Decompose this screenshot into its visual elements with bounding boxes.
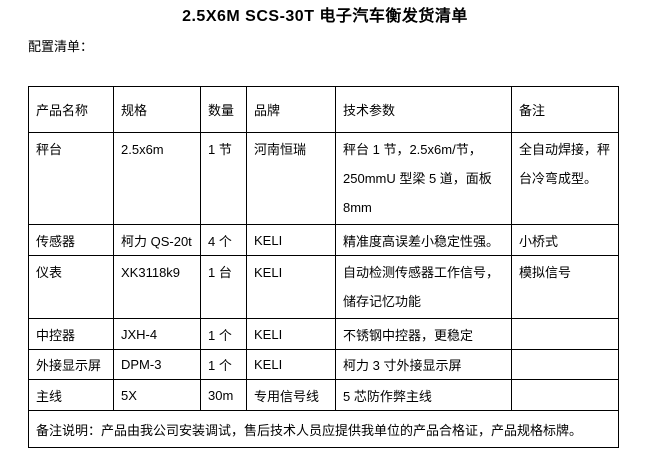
- table-row-sensor: 传感器 柯力 QS-20t 4 个 KELI 精准度高误差小稳定性强。 小桥式: [28, 224, 619, 256]
- cell-spec: 柯力 QS-20t: [113, 224, 201, 256]
- cell-brand: 河南恒瑞: [246, 132, 336, 225]
- table-row-indicator: 仪表 XK3118k9 1 台 KELI 自动检测传感器工作信号，储存记忆功能 …: [28, 255, 619, 319]
- cell-qty: 1 个: [200, 349, 247, 380]
- cell-product-name: 外接显示屏: [28, 349, 114, 380]
- cell-brand: KELI: [246, 349, 336, 380]
- cell-note: 小桥式: [511, 224, 619, 256]
- cell-note: [511, 318, 619, 350]
- header-brand: 品牌: [246, 86, 336, 133]
- page-title: 2.5X6M SCS-30T 电子汽车衡发货清单: [182, 8, 468, 25]
- table-remark-row: 备注说明：产品由我公司安装调试，售后技术人员应提供我单位的产品合格证，产品规格标…: [28, 410, 619, 448]
- cell-brand: KELI: [246, 224, 336, 256]
- cell-spec: DPM-3: [113, 349, 201, 380]
- cell-qty: 4 个: [200, 224, 247, 256]
- cell-params: 自动检测传感器工作信号，储存记忆功能: [335, 255, 512, 319]
- cell-spec: 2.5x6m: [113, 132, 201, 225]
- table-row-platform: 秤台 2.5x6m 1 节 河南恒瑞 秤台 1 节，2.5x6m/节，250mm…: [28, 132, 619, 225]
- table-row-main-cable: 主线 5X 30m 专用信号线 5 芯防作弊主线: [28, 379, 619, 411]
- cell-qty: 1 台: [200, 255, 247, 319]
- cell-params: 柯力 3 寸外接显示屏: [335, 349, 512, 380]
- cell-spec: 5X: [113, 379, 201, 411]
- config-table: 产品名称 规格 数量 品牌 技术参数 备注 秤台 2.5x6m 1 节 河南恒瑞…: [28, 86, 619, 448]
- cell-params: 不锈钢中控器，更稳定: [335, 318, 512, 350]
- table-row-external-display: 外接显示屏 DPM-3 1 个 KELI 柯力 3 寸外接显示屏: [28, 349, 619, 380]
- cell-note: [511, 379, 619, 411]
- cell-note: 全自动焊接，秤台冷弯成型。: [511, 132, 619, 225]
- table-row-controller: 中控器 JXH-4 1 个 KELI 不锈钢中控器，更稳定: [28, 318, 619, 350]
- cell-note: 模拟信号: [511, 255, 619, 319]
- cell-product-name: 传感器: [28, 224, 114, 256]
- cell-brand: 专用信号线: [246, 379, 336, 411]
- cell-product-name: 主线: [28, 379, 114, 411]
- config-list-label: 配置清单：: [28, 39, 94, 54]
- cell-product-name: 中控器: [28, 318, 114, 350]
- header-qty: 数量: [200, 86, 247, 133]
- cell-note: [511, 349, 619, 380]
- cell-product-name: 秤台: [28, 132, 114, 225]
- header-note: 备注: [511, 86, 619, 133]
- cell-qty: 30m: [200, 379, 247, 411]
- cell-qty: 1 个: [200, 318, 247, 350]
- cell-params: 精准度高误差小稳定性强。: [335, 224, 512, 256]
- cell-params: 5 芯防作弊主线: [335, 379, 512, 411]
- cell-params: 秤台 1 节，2.5x6m/节，250mmU 型梁 5 道，面板 8mm: [335, 132, 512, 225]
- header-spec: 规格: [113, 86, 201, 133]
- remark-text: 备注说明：产品由我公司安装调试，售后技术人员应提供我单位的产品合格证，产品规格标…: [28, 410, 619, 448]
- header-params: 技术参数: [335, 86, 512, 133]
- header-product-name: 产品名称: [28, 86, 114, 133]
- cell-qty: 1 节: [200, 132, 247, 225]
- cell-spec: JXH-4: [113, 318, 201, 350]
- cell-product-name: 仪表: [28, 255, 114, 319]
- cell-brand: KELI: [246, 318, 336, 350]
- table-header-row: 产品名称 规格 数量 品牌 技术参数 备注: [28, 86, 619, 133]
- cell-brand: KELI: [246, 255, 336, 319]
- cell-spec: XK3118k9: [113, 255, 201, 319]
